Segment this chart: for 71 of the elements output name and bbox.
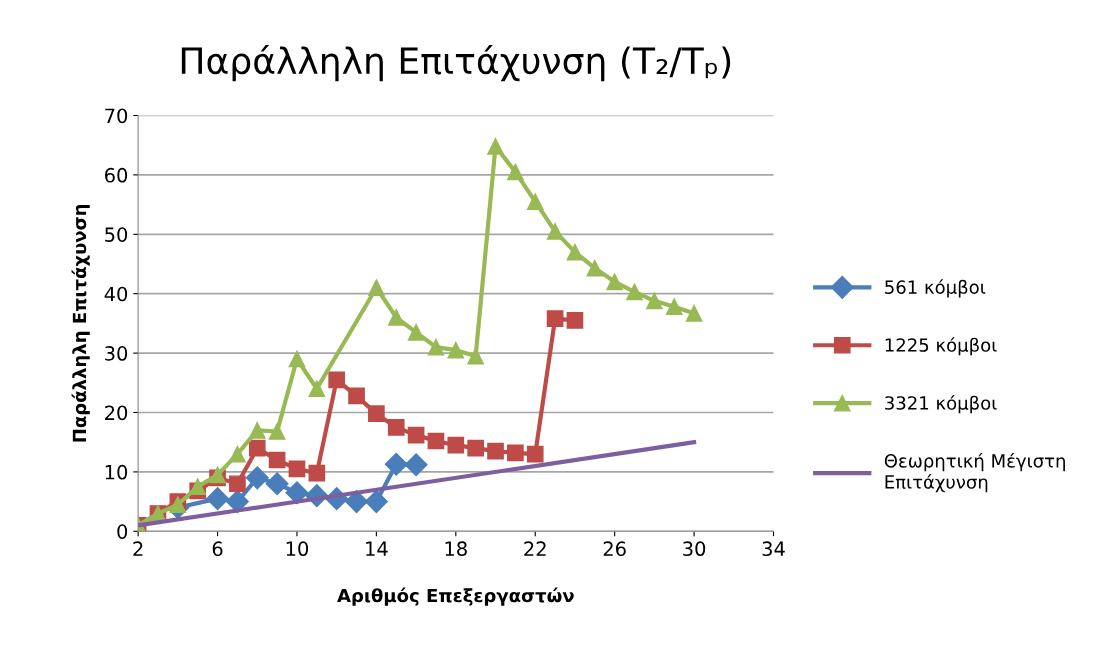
point — [245, 466, 269, 490]
point — [487, 442, 504, 460]
point — [546, 310, 564, 327]
point — [646, 292, 663, 310]
x-axis-title: Αριθμός Επεξεργαστών — [337, 587, 574, 606]
x-tick-label: 30 — [683, 541, 706, 557]
point — [407, 426, 425, 444]
point — [328, 371, 346, 389]
y-tick-label: 30 — [105, 346, 128, 361]
point — [447, 341, 465, 359]
point — [467, 439, 485, 457]
point — [368, 405, 385, 423]
point — [308, 380, 326, 398]
point — [427, 432, 445, 450]
point — [685, 304, 703, 322]
y-axis-title: Παράλληλη Επιτάχυνση — [71, 204, 90, 442]
point — [526, 445, 544, 463]
point — [566, 312, 584, 329]
x-tick-label: 10 — [286, 541, 309, 557]
point — [384, 452, 408, 476]
point — [248, 439, 266, 457]
y-tick-label: 20 — [105, 405, 128, 421]
legend-label: Θεωρητική Μέγιστη Επιτάχυνση — [884, 453, 1065, 493]
point — [507, 163, 524, 181]
point — [546, 222, 564, 240]
y-tick-label: 40 — [104, 286, 128, 302]
point — [665, 298, 683, 316]
x-tick-label: 6 — [212, 541, 223, 557]
point — [467, 347, 485, 365]
point — [487, 138, 504, 155]
x-tick-label: 22 — [524, 541, 546, 556]
point — [248, 421, 266, 439]
point — [407, 323, 425, 341]
point — [229, 445, 246, 463]
x-tick-label: 18 — [445, 541, 467, 557]
point — [387, 309, 405, 326]
y-tick-label: 50 — [105, 227, 128, 242]
point — [507, 444, 524, 462]
point — [586, 259, 604, 277]
point — [265, 472, 289, 496]
point — [229, 475, 246, 493]
point — [566, 243, 584, 261]
point — [189, 478, 207, 496]
y-tick-label: 0 — [117, 524, 128, 539]
x-tick-label: 14 — [366, 541, 388, 556]
legend-label: 3321 κόμβοι — [885, 395, 997, 414]
point — [206, 487, 230, 511]
point — [308, 464, 326, 482]
point — [427, 338, 445, 356]
point — [447, 436, 465, 454]
x-tick-label: 2 — [133, 541, 143, 556]
y-tick-label: 70 — [105, 108, 128, 124]
point — [268, 423, 286, 440]
point — [268, 451, 286, 469]
point — [364, 490, 388, 514]
chart-title: Παράλληλη Επιτάχυνση (T₂/Tₚ) — [181, 44, 731, 82]
point — [404, 453, 428, 477]
point — [368, 279, 385, 297]
legend-label: 561 κόμβοι — [885, 279, 986, 298]
point — [387, 419, 405, 436]
y-tick-label: 10 — [105, 464, 128, 480]
legend-label: 1225 κόμβοι — [885, 337, 997, 356]
point — [288, 460, 306, 478]
y-tick-label: 60 — [105, 167, 128, 183]
point — [348, 387, 365, 405]
point — [606, 273, 623, 291]
point — [626, 283, 643, 301]
x-tick-label: 34 — [762, 541, 785, 557]
x-tick-label: 26 — [603, 541, 626, 557]
point — [526, 193, 544, 210]
point — [288, 350, 306, 368]
